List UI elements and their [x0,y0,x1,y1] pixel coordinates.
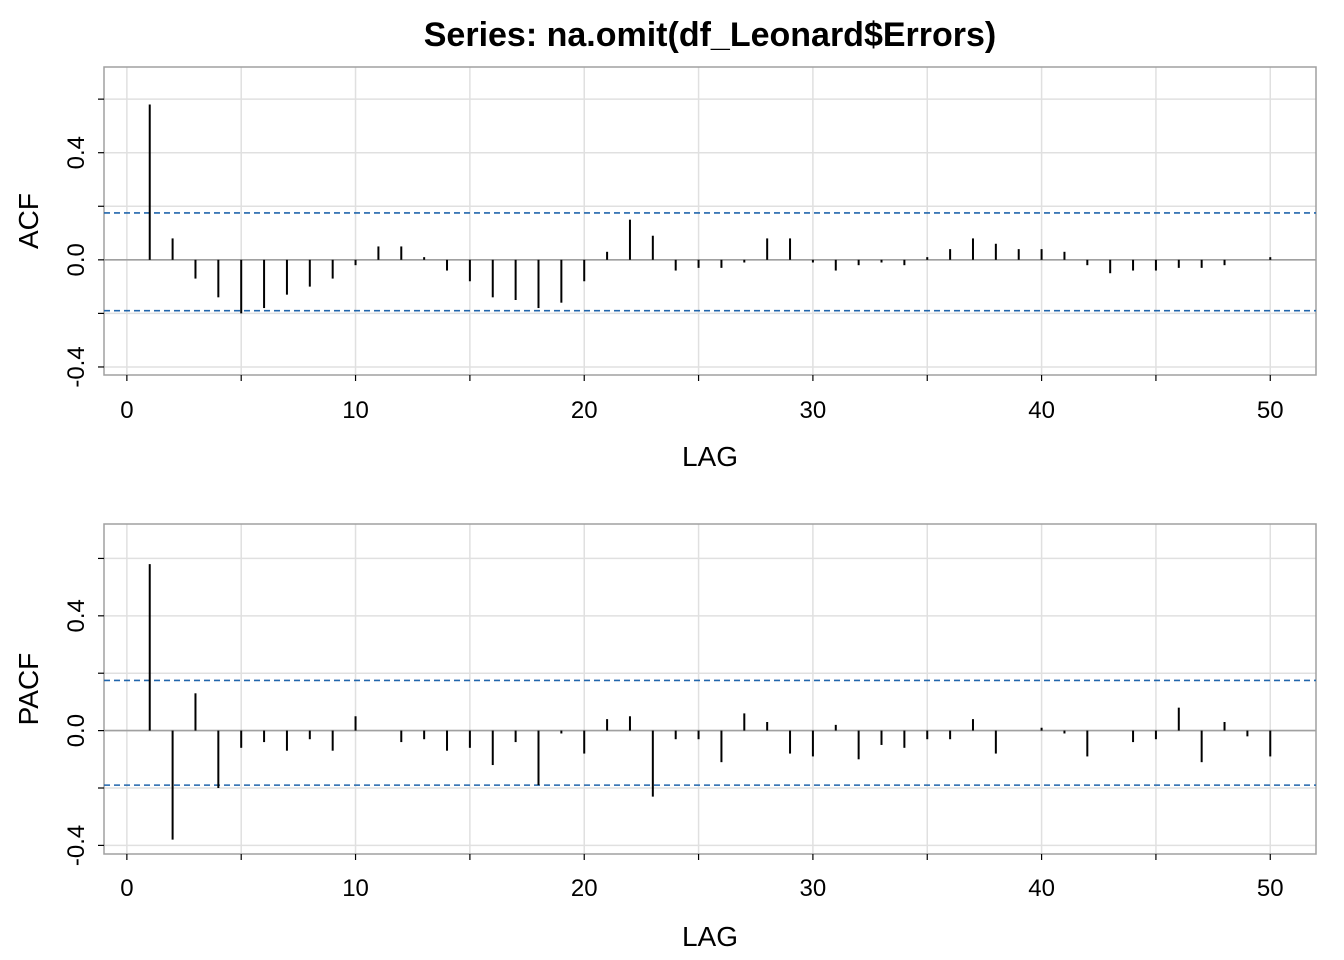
acf-plot-frame [103,66,1317,376]
acf-x-tick-label: 30 [800,397,827,424]
pacf-y-tick-label: -0.4 [63,825,90,866]
pacf-y-tick-label: 0.0 [63,714,90,747]
acf-y-tick-label: 0.0 [63,243,90,276]
acf-y-axis-label: ACF [13,193,44,249]
acf-x-tick-label: 20 [571,397,598,424]
acf-x-tick-label: 10 [342,397,369,424]
pacf-x-tick-label: 40 [1028,875,1055,902]
pacf-panel: -0.4 0.0 0.4 0 10 20 30 40 50 LAG PACF [13,523,1317,952]
chart-title: Series: na.omit(df_Leonard$Errors) [424,16,996,54]
pacf-x-tick-label: 30 [800,875,827,902]
pacf-plot-frame [103,523,1317,855]
pacf-x-tick-label: 20 [571,875,598,902]
pacf-y-tick-label: 0.4 [63,599,90,632]
acf-x-axis-label: LAG [682,441,738,472]
acf-x-tick-label: 40 [1028,397,1055,424]
acf-panel: -0.4 0.0 0.4 0 10 20 30 40 50 LAG ACF [13,66,1317,472]
pacf-y-axis-label: PACF [13,653,44,726]
acf-y-tick-label: 0.4 [63,136,90,169]
pacf-x-axis-label: LAG [682,921,738,952]
acf-x-tick-label: 0 [120,397,133,424]
acf-x-tick-label: 50 [1257,397,1284,424]
acf-y-tick-label: -0.4 [63,346,90,387]
pacf-x-tick-label: 0 [120,875,133,902]
pacf-x-tick-label: 50 [1257,875,1284,902]
pacf-x-tick-label: 10 [342,875,369,902]
